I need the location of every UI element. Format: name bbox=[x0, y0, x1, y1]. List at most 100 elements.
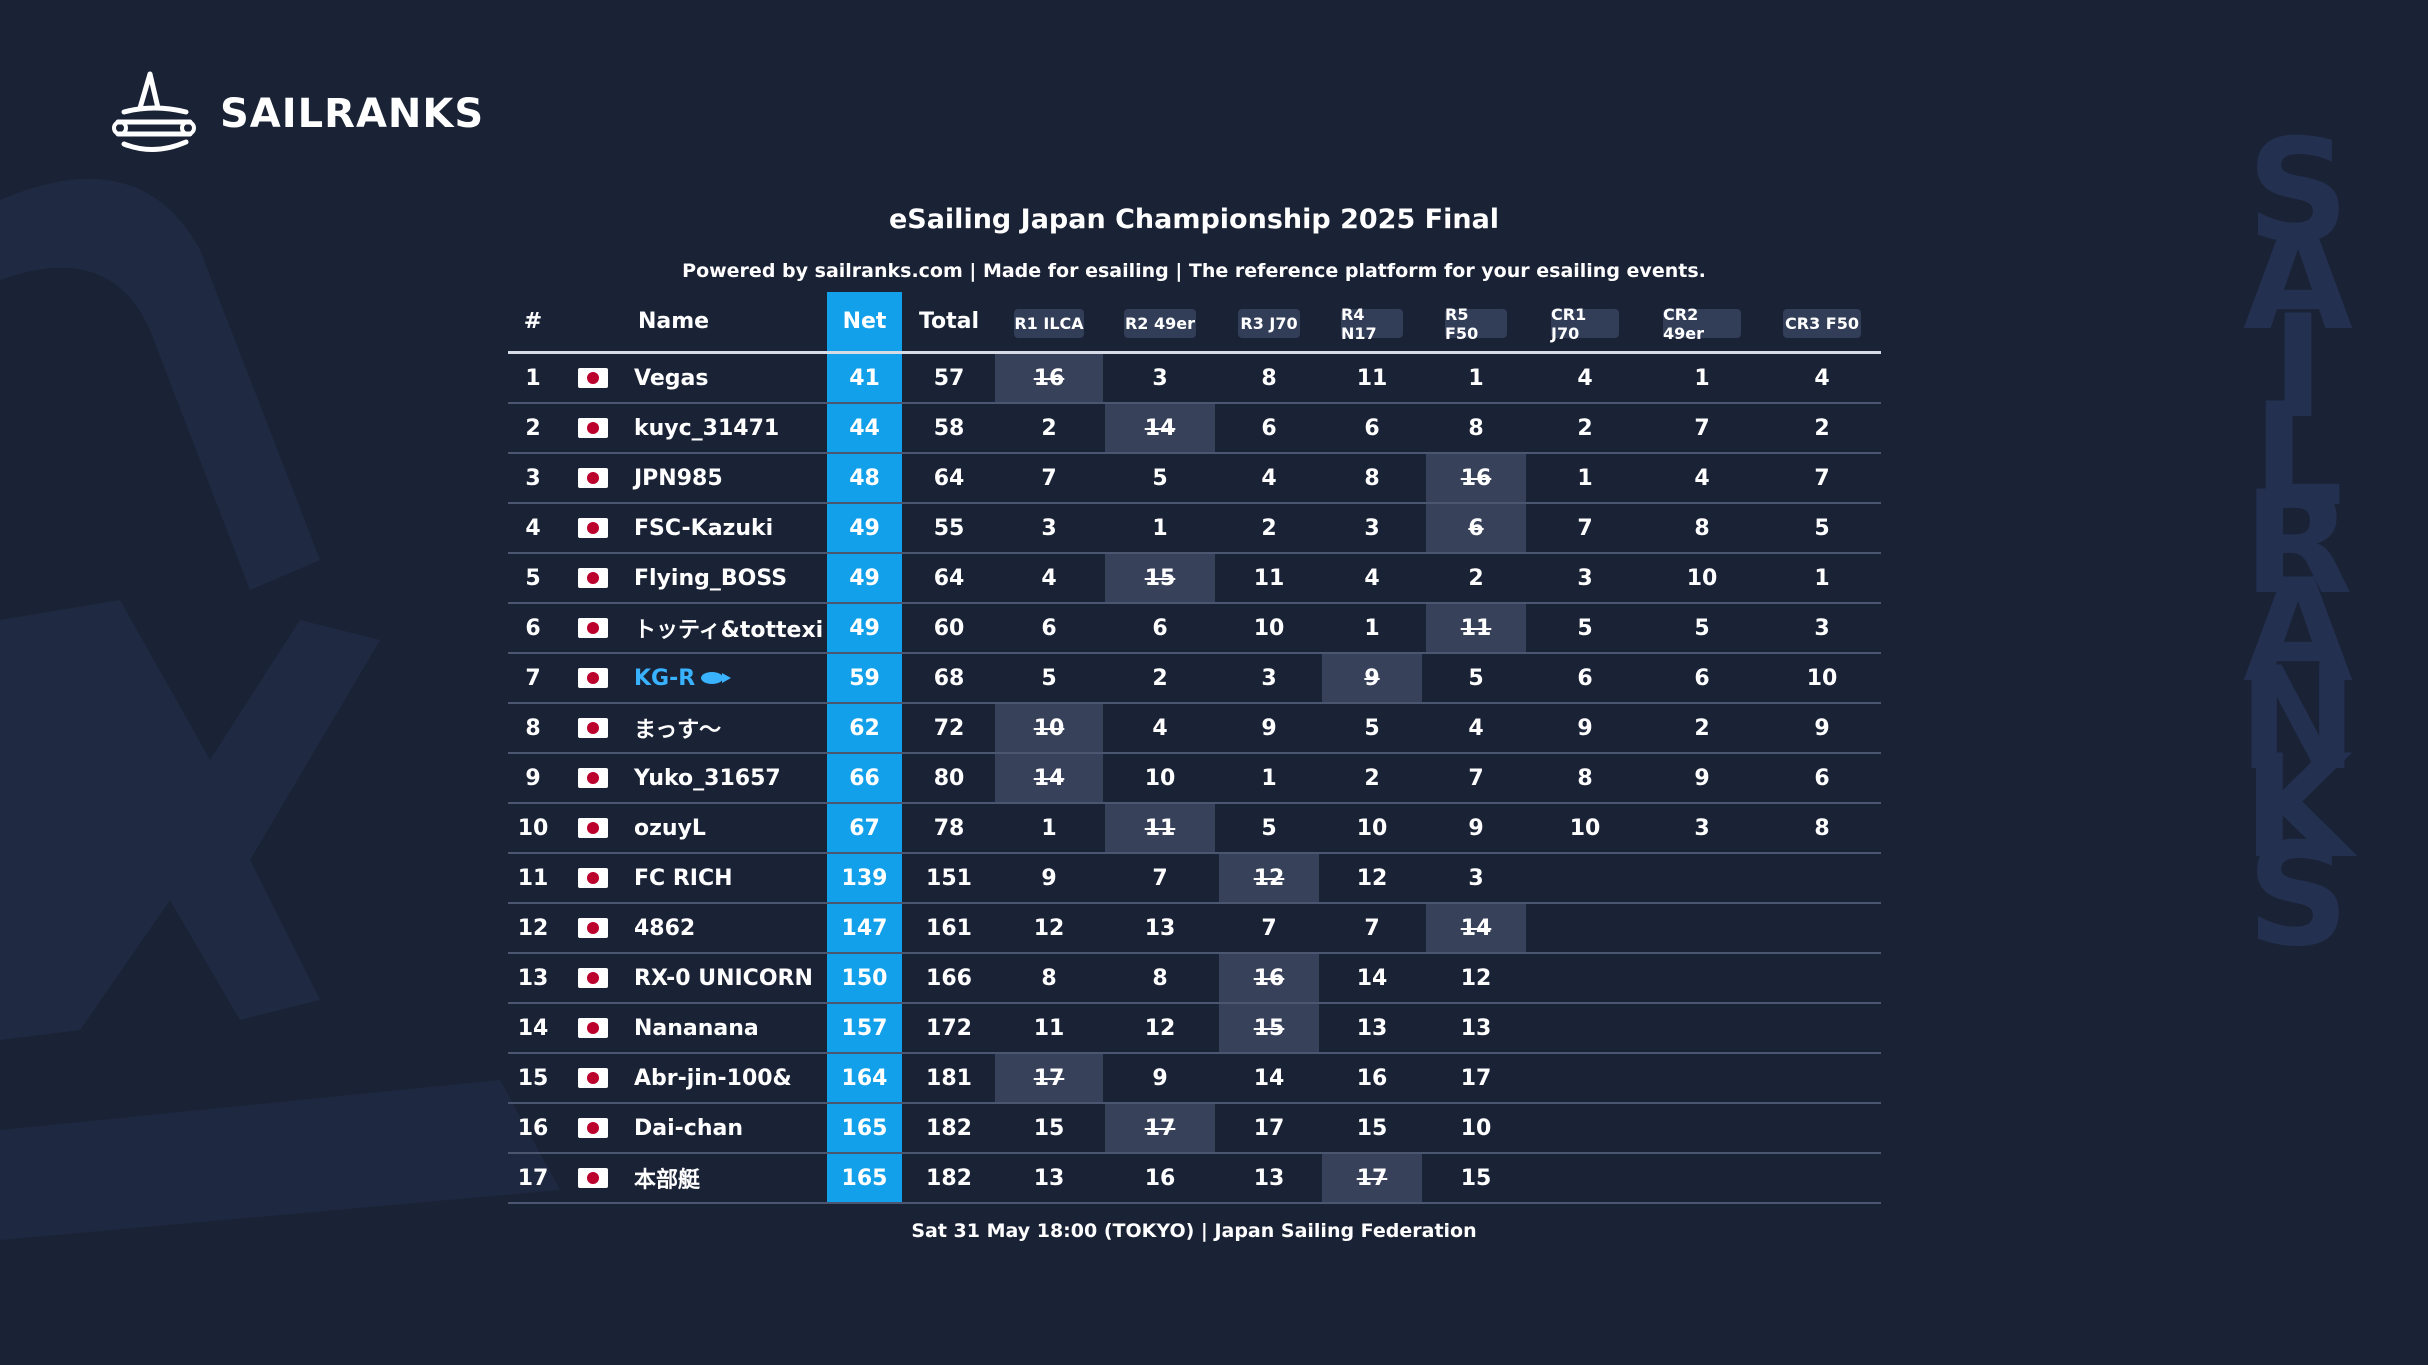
rank-cell: 5 bbox=[525, 565, 541, 591]
table-row[interactable]: 6 トッティ&tottexi 49 60 6 6 10 1 11 5 5 3 bbox=[508, 604, 1881, 654]
race-score-cell: 3 bbox=[1219, 654, 1319, 702]
table-row[interactable]: 5 Flying_BOSS 49 64 4 15 11 4 2 3 10 1 bbox=[508, 554, 1881, 604]
table-row[interactable]: 12 4862 147 161 12 13 7 7 14 bbox=[508, 904, 1881, 954]
fish-icon bbox=[701, 672, 732, 684]
header-race: R4 N17 bbox=[1341, 305, 1403, 343]
japan-flag-icon bbox=[578, 468, 608, 488]
discarded-score-cell: 11 bbox=[1426, 604, 1526, 652]
race-score-cell: 15 bbox=[1322, 1104, 1422, 1152]
table-row[interactable]: 14 Nananana 157 172 11 12 15 13 13 bbox=[508, 1004, 1881, 1054]
header-net: Net bbox=[827, 292, 902, 351]
brand-logo: SAILRANKS bbox=[110, 70, 484, 158]
sailor-name-cell: FSC-Kazuki bbox=[634, 504, 834, 552]
race-score: 3 bbox=[1694, 815, 1710, 841]
flag-cell bbox=[578, 754, 608, 802]
rank-cell: 2 bbox=[525, 415, 541, 441]
race-score-cell: 9 bbox=[1644, 754, 1760, 802]
race-score: 11 bbox=[1460, 615, 1492, 641]
net-cell: 165 bbox=[827, 1154, 902, 1202]
race-score-cell: 7 bbox=[1764, 454, 1880, 502]
table-row[interactable]: 4 FSC-Kazuki 49 55 3 1 2 3 6 7 8 5 bbox=[508, 504, 1881, 554]
race-score: 4 bbox=[1468, 715, 1484, 741]
net-cell: 49 bbox=[827, 504, 902, 552]
sailor-name: RX-0 UNICORN bbox=[634, 965, 813, 991]
total-cell: 55 bbox=[933, 515, 965, 541]
race-score-cell: 10 bbox=[1764, 654, 1880, 702]
race-score-cell: 4 bbox=[1531, 354, 1639, 402]
race-score: 6 bbox=[1694, 665, 1710, 691]
race-score: 7 bbox=[1261, 915, 1277, 941]
sailor-name: FSC-Kazuki bbox=[634, 515, 774, 541]
race-score: 14 bbox=[1033, 765, 1065, 791]
race-score-cell: 5 bbox=[1219, 804, 1319, 852]
race-score-cell: 8 bbox=[1426, 404, 1526, 452]
race-score: 14 bbox=[1253, 1065, 1285, 1091]
race-score-cell: 5 bbox=[1426, 654, 1526, 702]
table-row[interactable]: 7 KG-R 59 68 5 2 3 9 5 6 6 10 bbox=[508, 654, 1881, 704]
sailor-name: まっす〜 bbox=[634, 718, 722, 743]
race-score: 1 bbox=[1364, 615, 1380, 641]
header-race: R3 J70 bbox=[1238, 309, 1300, 338]
race-score-cell: 1 bbox=[995, 804, 1103, 852]
table-row[interactable]: 16 Dai-chan 165 182 15 17 17 15 10 bbox=[508, 1104, 1881, 1154]
table-row[interactable]: 9 Yuko_31657 66 80 14 10 1 2 7 8 9 6 bbox=[508, 754, 1881, 804]
race-score-cell: 2 bbox=[1105, 654, 1215, 702]
race-score: 15 bbox=[1144, 565, 1176, 591]
discarded-score-cell: 16 bbox=[1219, 954, 1319, 1002]
race-score-cell: 15 bbox=[995, 1104, 1103, 1152]
table-row[interactable]: 11 FC RICH 139 151 9 7 12 12 3 bbox=[508, 854, 1881, 904]
race-score: 11 bbox=[1356, 365, 1388, 391]
total-cell: 151 bbox=[926, 865, 972, 891]
sailor-name-cell: kuyc_31471 bbox=[634, 404, 834, 452]
race-score: 9 bbox=[1152, 1065, 1168, 1091]
net-cell: 44 bbox=[827, 404, 902, 452]
total-cell: 161 bbox=[926, 915, 972, 941]
race-score-cell: 9 bbox=[1764, 704, 1880, 752]
race-score: 5 bbox=[1468, 665, 1484, 691]
rank-cell: 3 bbox=[525, 465, 541, 491]
rank-cell: 1 bbox=[525, 365, 541, 391]
race-score-cell: 3 bbox=[1764, 604, 1880, 652]
results-table: # Name Net Total R1 ILCA R2 49er R3 J70 R4 … bbox=[508, 292, 1881, 1204]
sailor-name-cell: まっす〜 bbox=[634, 704, 834, 752]
table-row[interactable]: 10 ozuyL 67 78 1 11 5 10 9 10 3 8 bbox=[508, 804, 1881, 854]
race-score-cell: 4 bbox=[1322, 554, 1422, 602]
race-score-cell: 6 bbox=[1322, 404, 1422, 452]
race-score-cell: 6 bbox=[1105, 604, 1215, 652]
sailor-name: 4862 bbox=[634, 915, 696, 941]
sailor-name-cell: 本部艇 bbox=[634, 1154, 834, 1202]
race-score-cell: 8 bbox=[1105, 954, 1215, 1002]
race-score: 13 bbox=[1033, 1165, 1065, 1191]
sailor-name-cell: JPN985 bbox=[634, 454, 834, 502]
table-row[interactable]: 15 Abr-jin-100& 164 181 17 9 14 16 17 bbox=[508, 1054, 1881, 1104]
rank-cell: 9 bbox=[525, 765, 541, 791]
race-score: 4 bbox=[1577, 365, 1593, 391]
race-score-cell: 11 bbox=[995, 1004, 1103, 1052]
japan-flag-icon bbox=[578, 968, 608, 988]
race-score: 3 bbox=[1364, 515, 1380, 541]
race-score: 5 bbox=[1364, 715, 1380, 741]
total-cell: 72 bbox=[933, 715, 965, 741]
race-score: 3 bbox=[1468, 865, 1484, 891]
race-score-cell: 10 bbox=[1322, 804, 1422, 852]
discarded-score-cell: 15 bbox=[1105, 554, 1215, 602]
table-row[interactable]: 2 kuyc_31471 44 58 2 14 6 6 8 2 7 2 bbox=[508, 404, 1881, 454]
race-score: 4 bbox=[1814, 365, 1830, 391]
race-score: 2 bbox=[1041, 415, 1057, 441]
sailor-name[interactable]: KG-R bbox=[634, 665, 696, 691]
table-row[interactable]: 1 Vegas 41 57 16 3 8 11 1 4 1 4 bbox=[508, 354, 1881, 404]
table-row[interactable]: 13 RX-0 UNICORN 150 166 8 8 16 14 12 bbox=[508, 954, 1881, 1004]
race-score: 17 bbox=[1253, 1115, 1285, 1141]
table-row[interactable]: 3 JPN985 48 64 7 5 4 8 16 1 4 7 bbox=[508, 454, 1881, 504]
table-row[interactable]: 17 本部艇 165 182 13 16 13 17 15 bbox=[508, 1154, 1881, 1204]
race-score: 10 bbox=[1569, 815, 1601, 841]
race-score: 12 bbox=[1460, 965, 1492, 991]
total-cell: 166 bbox=[926, 965, 972, 991]
table-row[interactable]: 8 まっす〜 62 72 10 4 9 5 4 9 2 9 bbox=[508, 704, 1881, 754]
race-score: 1 bbox=[1041, 815, 1057, 841]
race-score-cell: 2 bbox=[1531, 404, 1639, 452]
race-score-cell: 7 bbox=[1105, 854, 1215, 902]
race-score: 9 bbox=[1041, 865, 1057, 891]
race-score: 4 bbox=[1694, 465, 1710, 491]
total-cell: 181 bbox=[926, 1065, 972, 1091]
